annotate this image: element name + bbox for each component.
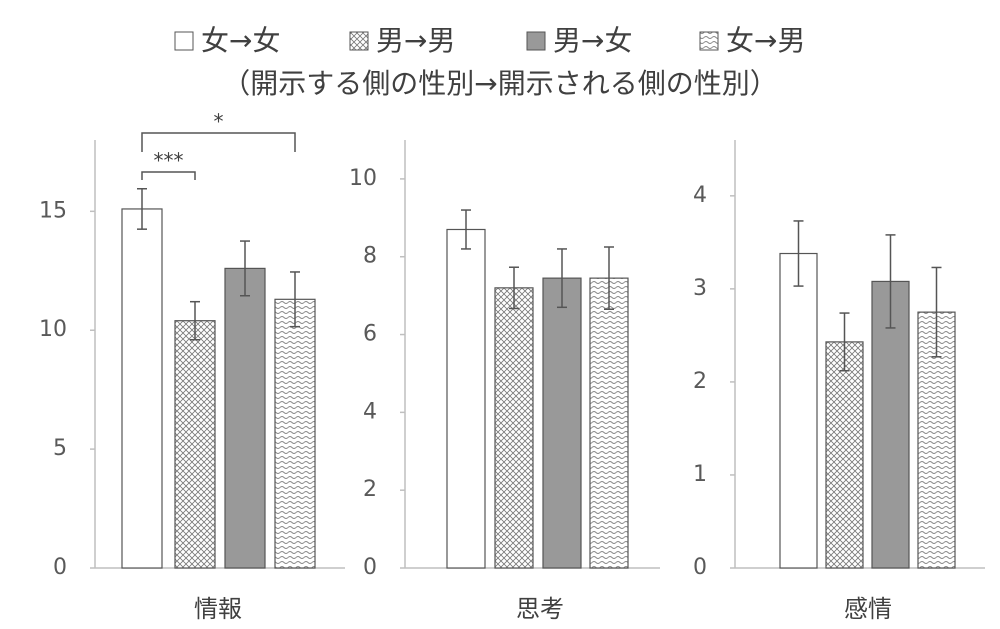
bar (174, 320, 216, 569)
error-bar (461, 209, 471, 250)
y-tick-label: 5 (53, 436, 67, 461)
error-bar (839, 312, 850, 372)
bar (446, 228, 486, 569)
subtitle: （開示する側の性別→開示される側の性別） (222, 67, 777, 100)
y-tick-label: 0 (53, 555, 67, 580)
bar (224, 267, 266, 569)
x-tick-label: 感情 (844, 595, 892, 623)
significance-label: *** (154, 149, 184, 173)
y-tick-label: 0 (363, 555, 377, 580)
legend-label: 男→女 (553, 24, 632, 57)
y-tick-label: 10 (349, 166, 377, 191)
error-bar (557, 248, 567, 309)
bar (274, 298, 316, 569)
y-tick-label: 4 (363, 399, 377, 424)
error-bar (290, 271, 300, 328)
y-tick-label: 1 (693, 462, 707, 487)
y-tick-label: 10 (39, 317, 67, 342)
y-tick-label: 0 (693, 555, 707, 580)
legend-label: 女→女 (201, 24, 280, 57)
significance-bracket (141, 171, 196, 180)
legend-swatch (526, 31, 546, 51)
error-bar (931, 266, 942, 358)
error-bar (137, 187, 147, 230)
bar (779, 252, 818, 569)
y-tick-label: 15 (39, 198, 67, 223)
y-tick-label: 6 (363, 322, 377, 347)
error-bar (604, 246, 614, 311)
significance-bracket (141, 132, 296, 152)
bar (121, 208, 163, 569)
error-bar (793, 220, 804, 287)
significance-label: * (214, 110, 224, 134)
legend-swatch (349, 31, 369, 51)
bar (871, 280, 910, 569)
y-tick-label: 8 (363, 244, 377, 269)
legend-label: 女→男 (726, 24, 805, 57)
error-bar (509, 266, 519, 310)
legend-swatch (699, 31, 719, 51)
y-tick-label: 4 (693, 183, 707, 208)
x-tick-label: 情報 (194, 595, 242, 623)
y-tick-label: 2 (363, 477, 377, 502)
bar (589, 277, 629, 569)
error-bar (190, 300, 200, 341)
y-tick-label: 2 (693, 369, 707, 394)
x-tick-label: 思考 (516, 595, 564, 623)
error-bar (240, 240, 250, 297)
bar (825, 341, 864, 569)
error-bar (885, 234, 896, 329)
legend-label: 男→男 (376, 24, 455, 57)
legend-swatch (174, 31, 194, 51)
bar (494, 287, 534, 569)
bar (542, 277, 582, 569)
y-tick-label: 3 (693, 276, 707, 301)
